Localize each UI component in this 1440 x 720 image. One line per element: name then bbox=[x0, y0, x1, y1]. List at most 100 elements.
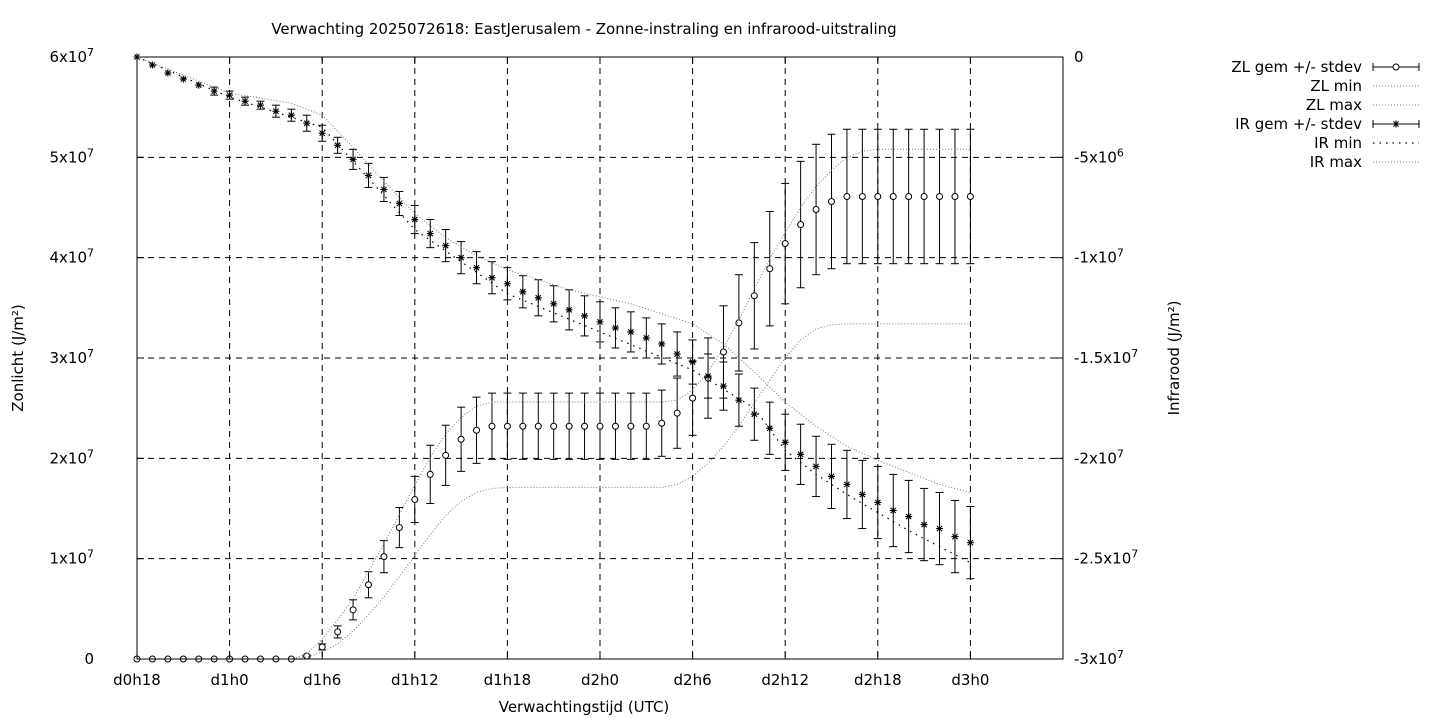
circle-marker bbox=[966, 192, 974, 200]
chart-title: Verwachting 2025072618: EastJerusalem - … bbox=[271, 20, 896, 38]
circle-marker bbox=[411, 495, 419, 503]
circle-marker bbox=[797, 221, 805, 229]
star-marker bbox=[349, 155, 357, 163]
y2-axis-label: Infrarood (J/m²) bbox=[1165, 301, 1183, 416]
star-marker bbox=[380, 185, 388, 193]
circle-marker bbox=[858, 192, 866, 200]
y2-tick-label: 0 bbox=[1074, 48, 1084, 66]
y2-tick-label: -2.5x107 bbox=[1074, 548, 1138, 568]
circle-marker bbox=[766, 265, 774, 273]
series-line bbox=[136, 56, 971, 564]
legend-label: ZL min bbox=[1310, 77, 1362, 95]
star-marker bbox=[426, 230, 434, 238]
star-marker bbox=[750, 410, 758, 418]
y-tick-label: 4x107 bbox=[49, 247, 94, 267]
circle-marker bbox=[828, 197, 835, 205]
circle-marker bbox=[503, 422, 511, 430]
y-tick-label: 1x107 bbox=[49, 548, 94, 568]
star-marker bbox=[889, 507, 897, 515]
circle-marker bbox=[395, 524, 403, 532]
x-tick-label: d3h0 bbox=[951, 671, 989, 689]
y-tick-label: 2x107 bbox=[49, 447, 94, 467]
star-marker bbox=[164, 69, 172, 77]
y-tick-label: 0 bbox=[84, 650, 94, 668]
star-marker bbox=[611, 324, 619, 332]
circle-marker bbox=[534, 422, 542, 430]
circle-marker bbox=[889, 192, 897, 200]
star-marker bbox=[812, 462, 820, 470]
x-axis-label: Verwachtingstijd (UTC) bbox=[499, 698, 670, 716]
star-marker bbox=[411, 216, 419, 224]
series-2 bbox=[137, 148, 971, 660]
star-marker bbox=[858, 490, 866, 498]
star-marker bbox=[210, 87, 218, 95]
circle-marker bbox=[488, 422, 496, 430]
star-marker bbox=[534, 294, 542, 302]
star-marker bbox=[226, 91, 234, 99]
star-marker bbox=[318, 129, 326, 137]
legend-label: IR gem +/- stdev bbox=[1235, 115, 1362, 133]
star-marker bbox=[303, 119, 311, 127]
x-tick-label: d2h12 bbox=[761, 671, 809, 689]
circle-marker bbox=[1392, 63, 1400, 71]
star-marker bbox=[673, 350, 681, 358]
circle-marker bbox=[642, 422, 650, 430]
series-line bbox=[137, 148, 971, 660]
x-tick-label: d1h0 bbox=[211, 671, 249, 689]
circle-marker bbox=[951, 192, 959, 200]
series-1 bbox=[137, 323, 971, 660]
circle-marker bbox=[874, 192, 882, 200]
circle-marker bbox=[519, 422, 527, 430]
star-marker bbox=[658, 340, 666, 348]
y-tick-label: 5x107 bbox=[49, 146, 94, 166]
series-line bbox=[136, 56, 971, 493]
series-3 bbox=[133, 53, 975, 580]
circle-marker bbox=[781, 240, 789, 248]
axes: d0h18 d1h0 d1h6 d1h12 d1h18 d2h0 d2h6 d2h12 d2h1… bbox=[49, 46, 1138, 689]
circle-marker bbox=[380, 553, 388, 561]
circle-marker bbox=[565, 422, 573, 430]
star-marker bbox=[766, 424, 774, 432]
x-tick-label: d1h6 bbox=[303, 671, 341, 689]
circle-marker bbox=[442, 451, 450, 459]
star-marker bbox=[287, 111, 295, 119]
star-marker bbox=[704, 372, 712, 380]
series-line bbox=[137, 323, 971, 660]
circle-marker bbox=[365, 581, 372, 589]
star-marker bbox=[874, 498, 882, 506]
circle-marker bbox=[812, 206, 820, 214]
series-0 bbox=[133, 128, 975, 663]
circle-marker bbox=[457, 435, 465, 443]
star-marker bbox=[951, 533, 959, 541]
star-marker bbox=[272, 107, 280, 115]
y-tick-label: 6x107 bbox=[49, 46, 94, 66]
star-marker bbox=[1392, 120, 1400, 128]
circle-marker bbox=[689, 394, 697, 402]
star-marker bbox=[365, 171, 372, 179]
circle-marker bbox=[581, 422, 589, 430]
circle-marker bbox=[905, 192, 913, 200]
star-marker bbox=[334, 141, 342, 149]
star-marker bbox=[689, 358, 697, 366]
star-marker bbox=[519, 288, 527, 296]
y-tick-label: 3x107 bbox=[49, 347, 94, 367]
star-marker bbox=[843, 480, 851, 488]
y2-tick-label: -3x107 bbox=[1074, 648, 1124, 668]
legend-label: IR max bbox=[1310, 153, 1362, 171]
x-tick-label: d0h18 bbox=[113, 671, 161, 689]
star-marker bbox=[256, 101, 264, 109]
legend-label: IR min bbox=[1314, 134, 1362, 152]
circle-marker bbox=[627, 422, 635, 430]
star-marker bbox=[920, 521, 928, 529]
y-axis-label: Zonlicht (J/m²) bbox=[9, 304, 27, 412]
star-marker bbox=[395, 199, 403, 207]
star-marker bbox=[179, 75, 187, 83]
circle-marker bbox=[334, 628, 342, 636]
star-marker bbox=[241, 97, 249, 105]
star-marker bbox=[442, 242, 450, 250]
star-marker bbox=[642, 334, 650, 342]
star-marker bbox=[797, 450, 805, 458]
y2-tick-label: -1.5x107 bbox=[1074, 347, 1138, 367]
circle-marker bbox=[426, 470, 434, 478]
